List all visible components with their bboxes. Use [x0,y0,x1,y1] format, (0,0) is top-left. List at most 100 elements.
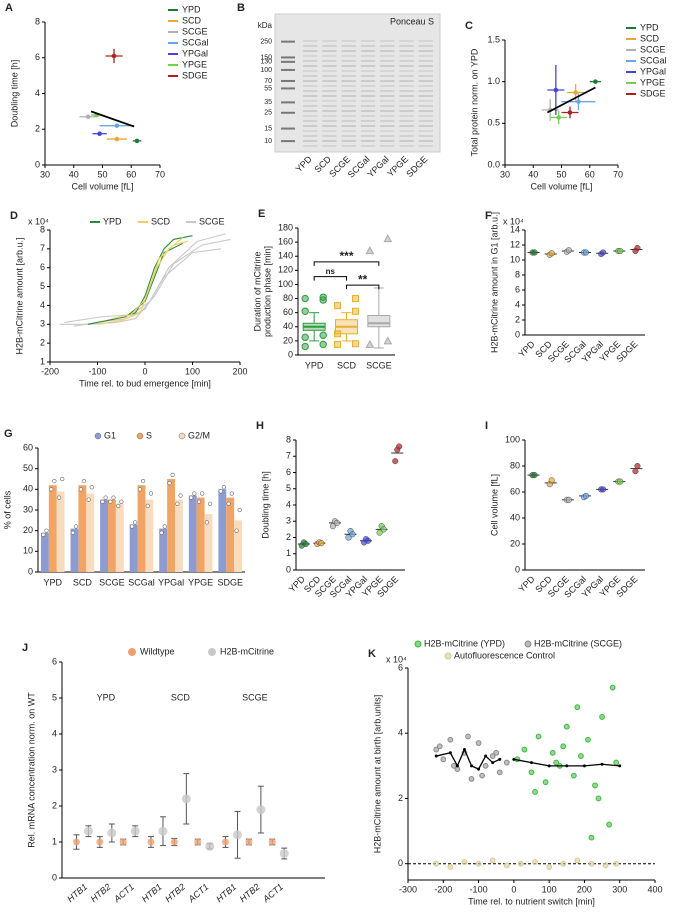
replicate-point [119,499,124,504]
blot-band [360,60,376,62]
point [493,749,500,756]
blot-band [418,145,433,147]
replicate-point [229,491,234,496]
significance-bracket [313,261,380,266]
x-tick-label: 100 [542,884,557,894]
point [205,841,215,851]
legend-label: H2B-mCitrine (SCGE) [534,638,622,648]
y-tick-label: 4 [52,728,57,738]
panel-letter: E [258,208,265,220]
bar [175,499,183,572]
y-tick-label: 100 [278,279,293,289]
panel-letter: B [237,2,245,14]
blot-band [380,60,395,62]
replicate-point [349,531,356,538]
legend-label: YPD [640,22,659,32]
point [593,79,598,84]
point [489,857,496,864]
replicate-point [632,468,639,475]
y-axis-label: H2B-mCitrine amount at birth [arb.units] [372,695,382,854]
replicate-point [86,497,91,502]
blot-band [303,120,318,122]
replicate-point [565,247,572,254]
replicate-point [192,491,197,496]
blot-band [341,130,356,132]
blot-band [360,95,376,97]
point [268,838,276,846]
ladder-band [281,60,295,63]
panel-letter: K [368,648,376,660]
blot-band [341,55,356,57]
trend-point [434,754,438,758]
blot-band [341,45,356,47]
blot-band [380,130,395,132]
point [574,857,581,864]
point [482,762,489,769]
x-tick-label: SCGE [99,577,125,587]
y-tick-label: 60 [23,442,33,452]
replicate-point [145,503,150,508]
y-tick-label: 60 [510,486,520,496]
y-tick-label: 6 [286,467,291,477]
y-tick-label: 3 [52,764,57,774]
replicate-point [159,530,164,535]
outlier [352,295,359,303]
point [85,114,91,120]
bar [188,495,197,572]
point [503,862,510,869]
blot-band [303,145,318,147]
blot-band [418,85,433,87]
blot-band [399,45,414,47]
y-tick-label: 0 [286,564,291,574]
trace [59,238,231,325]
replicate-point [44,528,49,533]
replicate-point [302,540,309,548]
blot-band [341,115,356,117]
ladder-band [281,87,295,90]
y-tick-label: 4 [398,728,403,738]
legend-swatch [136,432,144,440]
blot-band [360,115,376,117]
x-tick-label: HTB2 [163,882,187,904]
point [134,138,140,144]
blot-band [360,65,376,67]
ladder-label: 130 [260,59,272,66]
x-tick-label: ACT1 [111,882,136,905]
ladder-label: 55 [264,85,272,92]
bar [167,479,176,572]
x-tick-label: 30 [40,169,50,179]
y-axis-label: H2B-mCitrine amount in G1 [arb.u.] [489,212,499,353]
ladder-label: 15 [264,125,272,132]
blot-band [399,100,414,102]
outlier [319,293,327,301]
point [546,864,553,870]
point [592,782,598,789]
point [567,110,573,115]
blot-band [322,60,337,62]
replicate-point [333,519,340,526]
x-tick-label: SDGE [217,577,243,587]
replicate-point [234,528,239,533]
blot-band [322,115,337,117]
y-tick-label: 5 [286,483,291,493]
blot-band [399,110,414,112]
legend-label: SCD [640,33,660,43]
y-tick-label: 6 [398,662,403,672]
lane-label: YPD [294,154,315,175]
blot-band [341,140,356,142]
blot-band [380,140,395,142]
y-axis-label: Doubling time [h] [260,471,270,539]
blot-band [380,55,395,57]
blot-band [418,65,433,67]
blot-band [341,75,356,77]
y-tick-label: 20 [510,538,520,548]
y-tick-label: 80 [283,293,293,303]
legend-label: H2B-mCitrine (YPD) [424,638,505,648]
trend-line [90,110,135,128]
blot-band [341,100,356,102]
bar [145,499,154,572]
y-tick-label: 5 [52,692,57,702]
blot-band [322,145,337,147]
x-tick-label: SCGal [128,577,155,587]
x-tick-label: 50 [97,169,107,179]
